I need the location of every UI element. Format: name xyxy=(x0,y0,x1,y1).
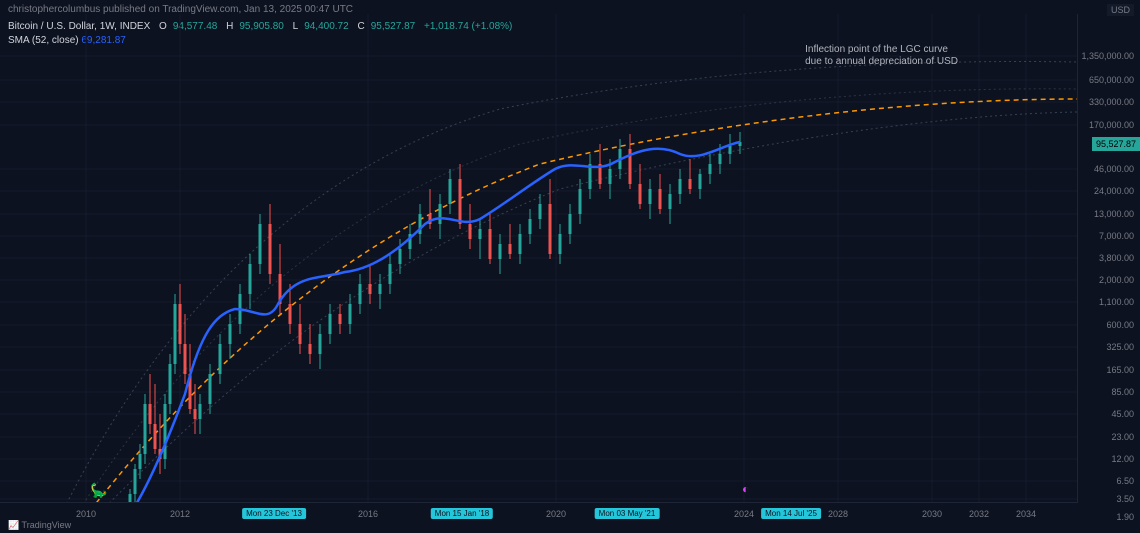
y-tick: 600.00 xyxy=(1106,320,1134,330)
x-tick: 2028 xyxy=(828,509,848,519)
y-tick: 45.00 xyxy=(1111,409,1134,419)
y-tick: 1.90 xyxy=(1116,512,1134,522)
y-tick: 12.00 xyxy=(1111,454,1134,464)
x-tick: 2012 xyxy=(170,509,190,519)
y-tick: 3.50 xyxy=(1116,494,1134,504)
y-tick: 6.50 xyxy=(1116,476,1134,486)
inflection-annotation: Inflection point of the LGC curve due to… xyxy=(805,44,958,68)
tradingview-watermark: 📈 TradingView xyxy=(8,520,71,531)
x-tick: 2016 xyxy=(358,509,378,519)
x-axis[interactable]: 2010 2012 2016 2020 2024 2028 2030 2032 2034 Mon … xyxy=(0,502,1078,519)
x-tick: 2032 xyxy=(969,509,989,519)
current-price-tag: 95,527.87 xyxy=(1092,137,1140,151)
y-tick: 7,000.00 xyxy=(1099,231,1134,241)
x-tick: 2030 xyxy=(922,509,942,519)
x-tick: 2034 xyxy=(1016,509,1036,519)
x-tick: 2010 xyxy=(76,509,96,519)
y-tick: 2,000.00 xyxy=(1099,275,1134,285)
x-date-tag[interactable]: Mon 14 Jul '25 xyxy=(761,508,821,519)
y-axis-unit[interactable]: USD xyxy=(1107,4,1134,16)
y-tick: 325.00 xyxy=(1106,342,1134,352)
y-tick: 46,000.00 xyxy=(1094,164,1134,174)
y-axis[interactable]: USD 1,350,000.00650,000.00330,000.00170,… xyxy=(1077,14,1140,503)
tv-logo-icon: 📈 xyxy=(8,520,22,530)
x-date-tag[interactable]: Mon 23 Dec '13 xyxy=(242,508,306,519)
y-tick: 85.00 xyxy=(1111,387,1134,397)
y-tick: 650,000.00 xyxy=(1089,75,1134,85)
y-tick: 165.00 xyxy=(1106,365,1134,375)
annotation-line1: Inflection point of the LGC curve xyxy=(805,44,958,56)
y-tick: 24,000.00 xyxy=(1094,186,1134,196)
plot-area[interactable]: Inflection point of the LGC curve due to… xyxy=(0,14,1078,503)
x-date-tag[interactable]: Mon 03 May '21 xyxy=(595,508,660,519)
chart-root: christophercolumbus published on Trading… xyxy=(0,0,1140,533)
x-date-tag[interactable]: Mon 15 Jan '18 xyxy=(431,508,493,519)
y-tick: 1,100.00 xyxy=(1099,297,1134,307)
annotation-line2: due to annual depreciation of USD xyxy=(805,56,958,68)
y-tick: 13,000.00 xyxy=(1094,209,1134,219)
dino-icon: 🦕 xyxy=(90,482,107,499)
plot-svg xyxy=(0,14,1078,503)
y-tick: 1,350,000.00 xyxy=(1081,51,1134,61)
y-tick: 3,800.00 xyxy=(1099,253,1134,263)
halving-icon: ◐ xyxy=(742,482,749,496)
x-tick: 2020 xyxy=(546,509,566,519)
y-tick: 23.00 xyxy=(1111,432,1134,442)
y-tick: 330,000.00 xyxy=(1089,97,1134,107)
y-tick: 170,000.00 xyxy=(1089,120,1134,130)
x-tick: 2024 xyxy=(734,509,754,519)
